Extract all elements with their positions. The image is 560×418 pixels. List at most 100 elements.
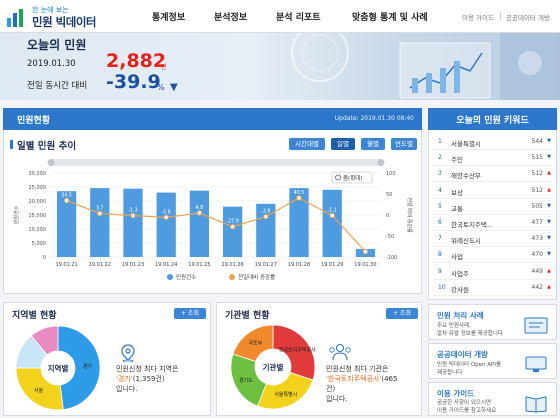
rate-point[interactable] — [229, 224, 236, 230]
keyword-item[interactable]: 9 사업주 449 ▲ — [432, 264, 553, 280]
bar[interactable] — [156, 192, 176, 257]
rate-point[interactable] — [329, 212, 335, 219]
keyword-count: 515 — [531, 154, 543, 162]
donut-slice-label: 한국토지주택공사 — [279, 346, 316, 353]
donut-slice[interactable] — [30, 325, 59, 356]
keyword-count: 544 — [531, 138, 543, 145]
y-axis-label-right: 전일 대비 증감률 — [406, 197, 413, 233]
tab-daily[interactable]: 일별 — [331, 138, 355, 150]
keyword-item[interactable]: 7 위례신도시 473 ▼ — [432, 231, 553, 248]
donut-slice[interactable] — [57, 325, 101, 411]
legend-bar[interactable]: 민원건수 — [167, 273, 196, 281]
keyword-item[interactable]: 8 사업 470 ▼ — [432, 247, 553, 264]
scroll-handle-right[interactable] — [377, 159, 385, 166]
rate-point-label: 3.7 — [96, 205, 104, 211]
y-tick-label-right: -100 — [386, 255, 397, 261]
bar[interactable] — [256, 203, 276, 257]
tab-monthly[interactable]: 월별 — [361, 138, 385, 150]
util-guide-link[interactable]: 이용 가이드 — [462, 14, 494, 22]
rate-point[interactable] — [263, 213, 269, 220]
agency-more-button[interactable]: + 조회 — [386, 308, 418, 319]
guide-book-icon — [525, 396, 547, 413]
keyword-rank: 4 — [438, 186, 442, 194]
nav-custom-stats[interactable]: 맞춤형 통계 및 사례 — [352, 13, 428, 23]
keyword-item[interactable]: 5 교통 505 ▼ — [432, 199, 553, 215]
keyword-name: 한국토지주택... — [451, 221, 494, 229]
keyword-item[interactable]: 3 해양수산부 512 ▲ — [432, 166, 553, 183]
keyword-count: 473 — [531, 235, 543, 243]
rate-point[interactable] — [130, 212, 136, 219]
trend-arrow-icon: ▲ — [547, 170, 551, 177]
keyword-item[interactable]: 1 서울특별시 544 ▼ — [432, 134, 553, 150]
rate-point[interactable] — [163, 214, 169, 221]
y-tick-label-right: -50 — [386, 234, 394, 240]
status-title: 민원현황 — [17, 116, 51, 126]
keyword-item[interactable]: 10 강사원 442 ▲ — [432, 280, 553, 296]
util-open-data-link[interactable]: 공공데이터 개방 — [506, 14, 550, 22]
bar[interactable] — [289, 188, 309, 257]
rate-point[interactable] — [362, 248, 369, 255]
keyword-rank: 5 — [438, 202, 442, 210]
y-tick-label-right: 100 — [386, 171, 396, 177]
keyword-item[interactable]: 6 한국토지주택... 477 ▼ — [432, 215, 553, 231]
nav-report[interactable]: 분석 리포트 — [276, 13, 321, 23]
rate-point[interactable] — [97, 210, 103, 217]
nav-stats[interactable]: 통계정보 — [152, 13, 186, 23]
keyword-rank: 7 — [438, 235, 442, 243]
rate-point-label: 4.8 — [196, 205, 204, 211]
rate-point[interactable] — [196, 210, 203, 216]
x-tick-label: 19.01.27 — [255, 262, 277, 268]
donut-slice[interactable] — [272, 324, 316, 381]
zoom-button[interactable]: 줌(확대) — [331, 171, 373, 184]
bar[interactable] — [90, 188, 110, 257]
keyword-rank: 6 — [438, 219, 442, 226]
agency-top-count: (465 — [381, 375, 398, 383]
bar[interactable] — [222, 206, 243, 257]
bar[interactable] — [56, 191, 77, 257]
keyword-count: 512 — [531, 186, 543, 194]
tab-hourly[interactable]: 시간대별 — [289, 138, 325, 150]
chart-scrollbar[interactable] — [50, 159, 382, 166]
site-logo[interactable]: 한 눈에 보는 민원 빅데이터 — [6, 4, 106, 30]
case-card[interactable]: 민원 처리 사례 주요 민원사례, 알차·유발 정보를 제공합니다 — [428, 304, 557, 340]
y-axis-label-left: 민원건수 — [13, 205, 20, 224]
region-top-count: (1,359건) — [132, 375, 165, 383]
keyword-name: 해양수산부 — [451, 172, 481, 181]
x-tick-label: 19.01.21 — [55, 262, 77, 268]
rate-point[interactable] — [63, 197, 70, 204]
donut-center-label: 기관별 — [263, 362, 284, 372]
agency-info-line2: '한국토지주택공사'(465 — [326, 374, 397, 384]
case-desc-2: 알차·유발 정보를 제공합니다 — [437, 331, 503, 337]
bar[interactable] — [123, 188, 143, 257]
rate-point[interactable] — [296, 195, 302, 201]
guide-card[interactable]: 이용 가이드 궁금한 사항이 있으시면 이용 가이드를 참고하세요 — [428, 382, 557, 416]
nav-analysis[interactable]: 분석정보 — [214, 13, 248, 23]
x-tick-label: 19.01.29 — [321, 262, 343, 268]
status-header: 민원현황 Update: 2019.01.30 08:40 — [3, 108, 422, 130]
tab-yearly[interactable]: 연도별 — [391, 138, 417, 150]
rate-point-label: 40.5 — [294, 190, 305, 196]
legend-line[interactable]: 전일대비 증감률 — [229, 273, 275, 281]
donut-slice[interactable] — [232, 324, 274, 362]
rate-point-label: -1.1 — [328, 207, 337, 213]
compare-label: 전일 동시간 대비 — [27, 81, 88, 91]
region-info: 민원신청 최다 지역은 '경기'(1,359건) 입니다. — [116, 364, 178, 394]
today-complaint-count: 2,882 — [106, 50, 167, 72]
x-tick-label: 19.01.22 — [89, 262, 111, 268]
daily-trend-chart: 줌(확대) 30,000 25,000 20,000 15,000 10,000 5,000… — [13, 159, 413, 281]
open-data-card[interactable]: 공공데이터 개방 민원 빅데이터 Open API를 제공합니다 — [428, 343, 557, 379]
y-tick-label-left: 25,000 — [29, 185, 47, 191]
donut-slice[interactable] — [15, 367, 64, 411]
bar[interactable] — [322, 189, 342, 257]
keyword-count: 477 — [531, 219, 543, 226]
keyword-count: 442 — [531, 283, 543, 291]
keyword-count: 470 — [531, 251, 543, 259]
keyword-item[interactable]: 2 주민 515 ▼ — [432, 150, 553, 167]
scroll-handle-left[interactable] — [47, 159, 55, 166]
trend-title: 일별 민원 추이 — [9, 138, 76, 152]
keyword-count: 505 — [531, 202, 543, 210]
keyword-item[interactable]: 4 보상 512 ▲ — [432, 183, 553, 199]
region-more-button[interactable]: + 조회 — [174, 308, 206, 319]
bar[interactable] — [189, 190, 210, 257]
donut-slice-label: 서울특별시 — [274, 391, 297, 398]
